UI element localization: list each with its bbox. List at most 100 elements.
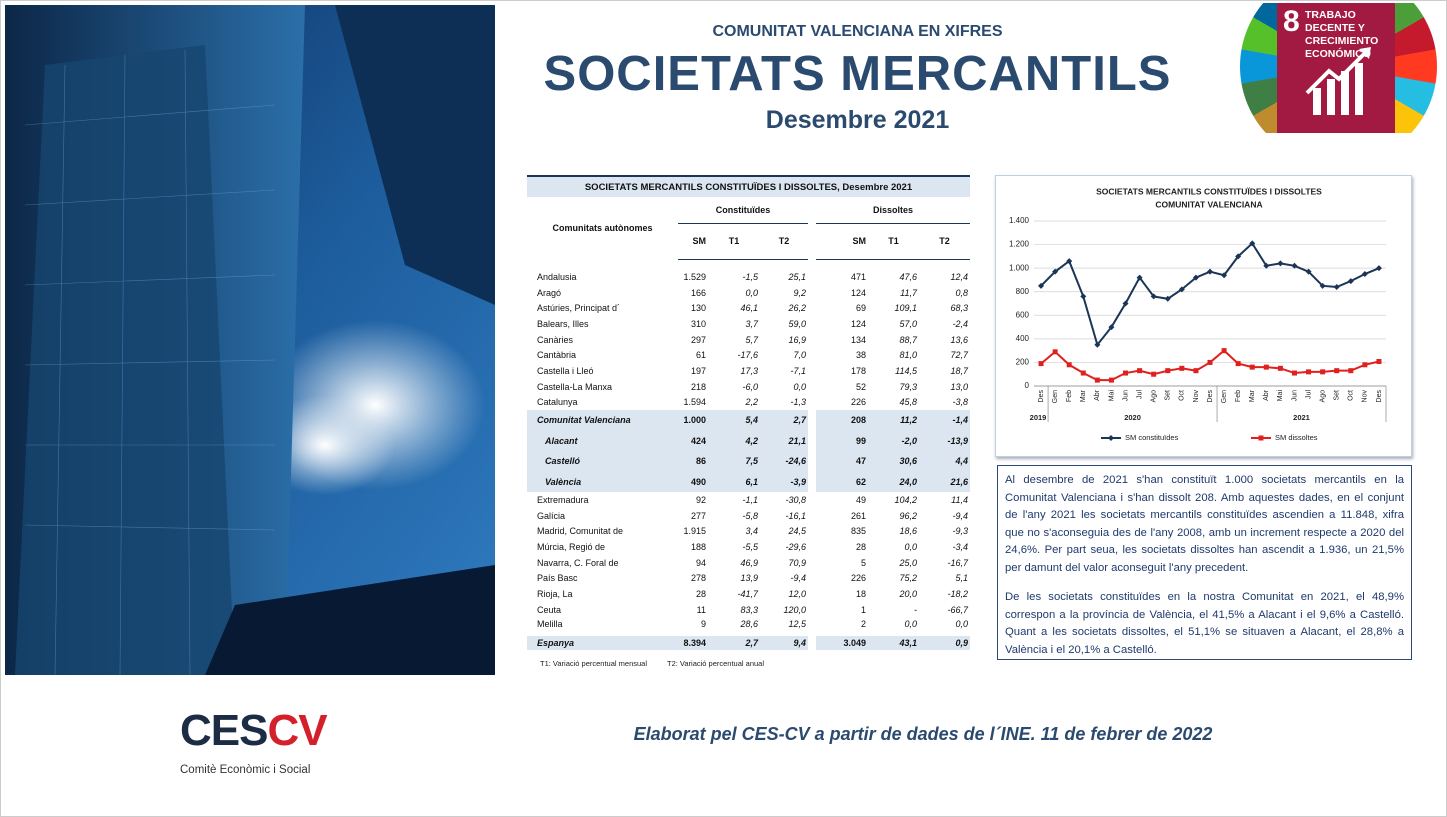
table-cell: 46,1 xyxy=(740,303,758,314)
x-tick-label: Set xyxy=(1334,390,1341,401)
marker xyxy=(1094,341,1101,348)
table-cell: 120,0 xyxy=(783,604,806,615)
table-cell: 11,7 xyxy=(900,287,917,298)
table-row: Castella i Lleó 197 17,3 -7,1 178 114,5 18,7 xyxy=(527,363,970,379)
logo-text: CES xyxy=(180,706,268,755)
table-cell: 52 xyxy=(855,381,866,392)
marker xyxy=(1094,377,1100,383)
marker xyxy=(1361,271,1368,278)
table-cell: -29,6 xyxy=(785,542,806,553)
marker xyxy=(1291,370,1297,376)
table-row: Castella-La Manxa 218 -6,0 0,0 52 79,3 13,0 xyxy=(527,379,970,395)
table-cell: 13,0 xyxy=(950,381,968,392)
y-tick-label: 600 xyxy=(1016,310,1030,319)
x-tick-label: Ago xyxy=(1151,390,1158,403)
legend-marker xyxy=(1258,435,1264,441)
x-tick-label: Gen xyxy=(1221,390,1228,403)
table-cell: 25,1 xyxy=(788,271,806,282)
marker xyxy=(1235,253,1242,260)
table-cell: 261 xyxy=(850,510,866,521)
table-cell: 7,0 xyxy=(793,350,806,361)
table-cell: 1.594 xyxy=(683,397,706,408)
group-header: Constituïdes xyxy=(678,197,812,224)
legend-label: SM dissoltes xyxy=(1275,433,1318,442)
table-cell: 81,0 xyxy=(899,350,917,361)
table-note: T1: Variació percentual mensual xyxy=(540,659,647,668)
marker xyxy=(1052,349,1058,355)
table-cell: 2,7 xyxy=(793,415,806,426)
column-header: T2 xyxy=(760,223,812,260)
x-tick-label: Ago xyxy=(1319,390,1326,403)
table-cell: 471 xyxy=(850,271,866,282)
table-cell: -5,8 xyxy=(742,510,758,521)
table-cell: -7,1 xyxy=(790,365,806,376)
table-cell: 1.529 xyxy=(683,271,706,282)
row-label: Castella i Lleó xyxy=(537,365,594,376)
table-cell: 5,4 xyxy=(745,415,758,426)
logo-accent: CV xyxy=(267,706,327,755)
x-tick-label: Jun xyxy=(1122,390,1129,401)
table-row: Catalunya 1.594 2,2 -1,3 226 45,8 -3,8 xyxy=(527,395,970,411)
table-cell: -17,6 xyxy=(737,350,758,361)
table-row: Castelló 86 7,5 -24,6 47 30,6 4,4 xyxy=(527,451,970,472)
table-row: Extremadura 92 -1,1 -30,8 49 104,2 11,4 xyxy=(527,492,970,508)
photo xyxy=(5,5,495,675)
table-title: SOCIETATS MERCANTILS CONSTITUÏDES I DISS… xyxy=(527,175,970,197)
table-cell: 38 xyxy=(855,350,866,361)
row-label: Catalunya xyxy=(537,397,578,408)
table-cell: 197 xyxy=(690,365,706,376)
row-label: País Basc xyxy=(537,573,578,584)
y-tick-label: 200 xyxy=(1016,358,1030,367)
sdg-number: 8 xyxy=(1283,5,1300,38)
table: SOCIETATS MERCANTILS CONSTITUÏDES I DISS… xyxy=(527,175,970,651)
table-row: Melilla 9 28,6 12,5 2 0,0 0,0 xyxy=(527,618,970,634)
marker xyxy=(1320,369,1326,375)
x-tick-label: Des xyxy=(1038,390,1045,403)
legend-marker xyxy=(1108,435,1114,441)
sdg-icon xyxy=(1305,47,1371,115)
table-row: Canàries 297 5,7 16,9 134 88,7 13,6 xyxy=(527,332,970,348)
table-cell: 12,4 xyxy=(950,271,968,282)
sdg-label: TRABAJO DECENTE Y CRECIMIENTO ECONÓMICO xyxy=(1305,9,1379,60)
marker xyxy=(1150,293,1157,300)
table-cell: 83,3 xyxy=(740,604,758,615)
column-header: T2 xyxy=(919,223,970,260)
table-cell: 79,3 xyxy=(899,381,917,392)
table-cell: -9,4 xyxy=(952,510,968,521)
table-cell: 68,3 xyxy=(950,303,968,314)
row-label: Comunitat Valenciana xyxy=(537,415,631,426)
x-tick-label: Oct xyxy=(1348,390,1355,401)
table-cell: 12,5 xyxy=(788,619,806,630)
table-cell: 109,1 xyxy=(894,303,917,314)
table-row: Navarra, C. Foral de 94 46,9 70,9 5 25,0 -16,7 xyxy=(527,555,970,571)
paragraph: De les societats constituïdes en la nost… xyxy=(1005,591,1404,656)
table-cell: 134 xyxy=(850,334,866,345)
x-tick-label: Set xyxy=(1165,390,1172,401)
table-cell: -18,2 xyxy=(947,589,968,600)
table-cell: 69 xyxy=(855,303,866,314)
table-cell: 99 xyxy=(855,435,866,446)
table-cell: 62 xyxy=(855,476,866,487)
table-cell: 9,2 xyxy=(793,287,806,298)
marker xyxy=(1319,282,1326,289)
row-label: Aragó xyxy=(537,287,562,298)
marker xyxy=(1305,268,1312,275)
table-cell: -16,7 xyxy=(947,557,968,568)
table-cell: 3.049 xyxy=(843,638,866,649)
table-wrap: SOCIETATS MERCANTILS CONSTITUÏDES I DISS… xyxy=(527,175,970,651)
table-cell: 0,8 xyxy=(955,287,968,298)
table-row: Rioja, La 28 -41,7 12,0 18 20,0 -18,2 xyxy=(527,586,970,602)
row-label: Múrcia, Regió de xyxy=(537,542,606,553)
marker xyxy=(1165,368,1171,374)
logo: CESCV xyxy=(180,706,328,756)
table-cell: 28,6 xyxy=(740,619,758,630)
x-tick-label: Des xyxy=(1207,390,1214,403)
table-cell: 8.394 xyxy=(683,638,706,649)
table-row: Alacant 424 4,2 21,1 99 -2,0 -13,9 xyxy=(527,430,970,452)
table-cell: 7,5 xyxy=(745,456,758,467)
table-cell: 226 xyxy=(850,573,866,584)
table-cell: 104,2 xyxy=(894,495,917,506)
x-tick-label: Mar xyxy=(1080,389,1087,402)
table-cell: 13,6 xyxy=(950,334,968,345)
